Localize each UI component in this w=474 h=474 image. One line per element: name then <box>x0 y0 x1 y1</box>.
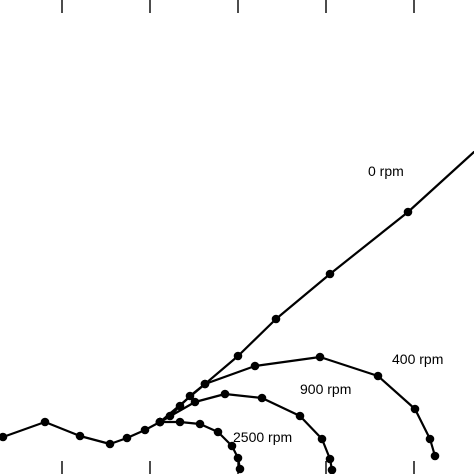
data-point-0-rpm-11 <box>233 351 243 361</box>
data-point-400-rpm-5 <box>410 404 420 414</box>
series-line-0-rpm <box>1 150 474 446</box>
data-point-900-rpm-2 <box>220 389 230 399</box>
data-point-0-rpm-12 <box>271 314 281 324</box>
data-point-400-rpm-6 <box>425 434 435 444</box>
data-point-0-rpm-3 <box>105 439 115 449</box>
series-labels: 0 rpm 400 rpm 900 rpm 2500 rpm <box>233 163 443 445</box>
data-point-400-rpm-3 <box>315 352 325 362</box>
data-point-0-rpm-5 <box>140 425 150 435</box>
series-label-0-rpm: 0 rpm <box>368 163 404 179</box>
data-point-0-rpm-9 <box>185 391 195 401</box>
data-point-2500-rpm-5 <box>233 453 243 463</box>
data-point-400-rpm-7 <box>430 451 440 461</box>
series-label-400-rpm: 400 rpm <box>392 351 443 367</box>
data-point-0-rpm-14 <box>403 207 413 217</box>
data-point-400-rpm-2 <box>250 361 260 371</box>
series-markers <box>0 207 440 474</box>
data-point-2500-rpm-2 <box>195 419 205 429</box>
data-point-0-rpm-8 <box>175 401 185 411</box>
axes <box>61 0 415 474</box>
data-point-2500-rpm-4 <box>227 441 237 451</box>
data-point-400-rpm-1 <box>200 379 210 389</box>
data-point-2500-rpm-6 <box>235 464 245 474</box>
data-point-0-rpm-13 <box>325 269 335 279</box>
data-point-2500-rpm-0 <box>155 417 165 427</box>
data-point-0-rpm-2 <box>75 431 85 441</box>
data-point-900-rpm-6 <box>325 454 335 464</box>
data-point-2500-rpm-3 <box>213 427 223 437</box>
data-point-400-rpm-4 <box>373 371 383 381</box>
data-point-2500-rpm-1 <box>175 417 185 427</box>
series-label-2500-rpm: 2500 rpm <box>233 429 292 445</box>
data-point-900-rpm-3 <box>257 393 267 403</box>
data-point-0-rpm-7 <box>165 411 175 421</box>
data-point-900-rpm-4 <box>295 411 305 421</box>
data-point-900-rpm-5 <box>317 434 327 444</box>
series-lines <box>1 150 474 472</box>
data-point-0-rpm-0 <box>0 432 8 442</box>
data-point-900-rpm-1 <box>190 397 200 407</box>
data-point-0-rpm-1 <box>40 417 50 427</box>
data-point-0-rpm-4 <box>122 433 132 443</box>
series-label-900-rpm: 900 rpm <box>300 381 351 397</box>
series-line-400-rpm <box>158 355 437 458</box>
data-point-900-rpm-7 <box>327 465 337 474</box>
